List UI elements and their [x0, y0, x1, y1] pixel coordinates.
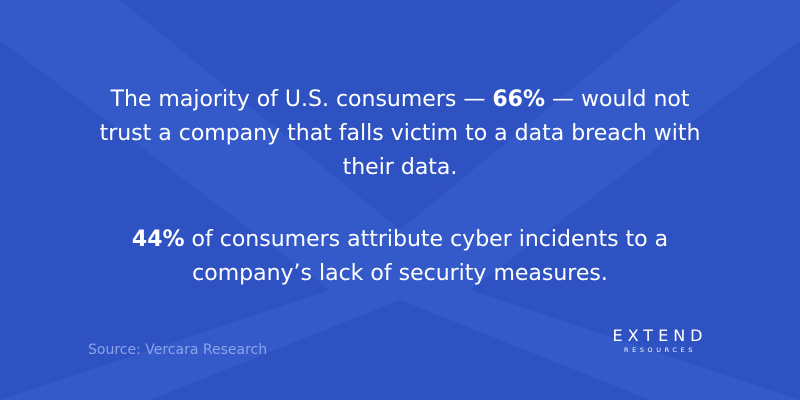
highlight-stat: 44% — [131, 227, 185, 252]
source-note: Source: Vercara Research — [88, 342, 268, 358]
highlight-stat: 66% — [492, 87, 545, 112]
logo-name: EXTEND — [612, 326, 708, 345]
statement-text: of consumers attribute cyber incidents t… — [184, 227, 669, 286]
x-gap — [150, 300, 650, 400]
logo: EXTEND RESOURCES — [600, 326, 720, 354]
logo-tagline: RESOURCES — [624, 346, 696, 354]
statement-text: The majority of U.S. consumers — — [110, 87, 493, 112]
statement-text: — would not trust a company that falls v… — [99, 87, 701, 180]
x-gap — [130, 0, 670, 210]
statement: The majority of U.S. consumers — 66% — w… — [90, 83, 710, 185]
statement: 44% of consumers attribute cyber inciden… — [100, 223, 700, 291]
